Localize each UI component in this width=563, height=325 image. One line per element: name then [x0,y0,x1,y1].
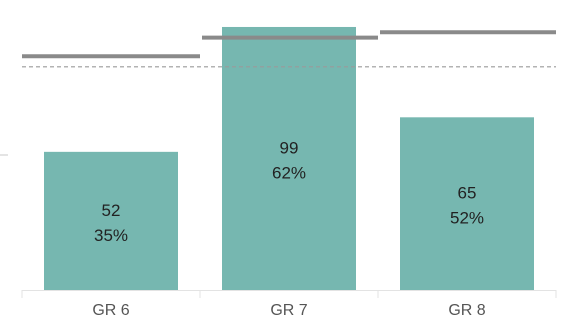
bar-value-label: 52 [102,201,121,220]
x-tick-label: GR 6 [92,302,129,319]
bar-percent-label: 35% [94,226,128,245]
bar-gr-7 [222,26,356,291]
x-tick-label: GR 8 [448,302,485,319]
bar-percent-label: 62% [272,163,306,182]
target-lines-layer [22,30,556,59]
data-labels-layer: 52 35% 99 62% 65 52% [94,138,484,244]
bar-gr-8 [400,117,534,290]
bars-layer [44,26,534,291]
bar-value-label: 65 [458,184,477,203]
bar-value-label: 99 [280,138,299,157]
x-tick-label: GR 7 [270,302,307,319]
x-axis: GR 6 GR 7 GR 8 [0,154,557,319]
bar-percent-label: 52% [450,209,484,228]
bar-gr-6 [44,151,178,290]
